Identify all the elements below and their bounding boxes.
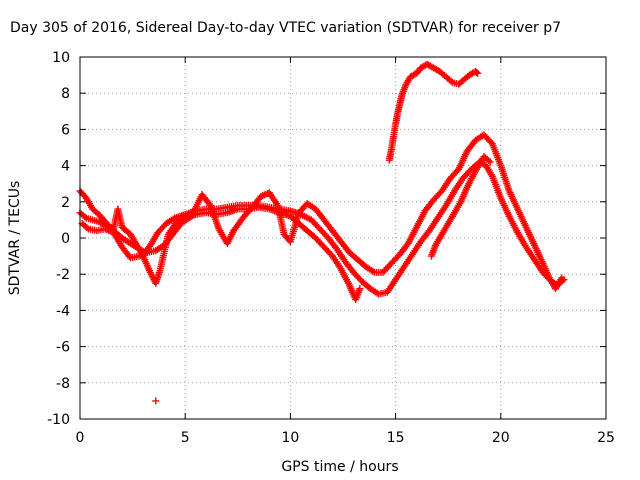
data-point-outlier	[152, 397, 160, 405]
grid	[80, 57, 606, 419]
plot-frame	[79, 56, 607, 420]
x-axis-ticks: 0 5 10 15 20 25	[76, 57, 615, 446]
x-tick-label: 0	[76, 430, 85, 446]
data-point-sat-b	[81, 213, 89, 221]
data-point-sat-d	[447, 77, 455, 85]
y-tick-label: 6	[61, 122, 70, 138]
y-tick-label: 10	[52, 50, 70, 66]
x-tick-label: 15	[387, 430, 405, 446]
x-tick-label: 5	[181, 430, 190, 446]
data-point-sat-c	[205, 200, 213, 208]
y-tick-label: -4	[56, 303, 70, 319]
y-axis-title: SDTVAR / TECUs	[7, 181, 23, 296]
data-point-sat-c	[558, 274, 566, 282]
y-tick-label: -6	[56, 340, 70, 356]
data-point-sat-e	[486, 158, 494, 166]
x-tick-label: 10	[281, 430, 299, 446]
y-tick-label: 4	[61, 159, 70, 175]
x-tick-label: 25	[597, 430, 615, 446]
chart-title: Day 305 of 2016, Sidereal Day-to-day VTE…	[10, 20, 561, 36]
y-tick-label: -10	[47, 412, 70, 428]
data-point-sat-e	[485, 157, 493, 165]
y-tick-label: 8	[61, 86, 70, 102]
data-point-sat-b	[356, 285, 364, 293]
y-tick-label: 2	[61, 195, 70, 211]
data-point-sat-d	[474, 69, 482, 77]
x-tick-label: 20	[492, 430, 510, 446]
x-axis-title: GPS time / hours	[281, 459, 398, 475]
data-points	[76, 60, 568, 405]
data-point-sat-d	[473, 68, 481, 76]
y-tick-label: -8	[56, 376, 70, 392]
y-tick-label: -2	[56, 267, 70, 283]
data-point-sat-c	[83, 224, 91, 232]
y-tick-label: 0	[61, 231, 70, 247]
